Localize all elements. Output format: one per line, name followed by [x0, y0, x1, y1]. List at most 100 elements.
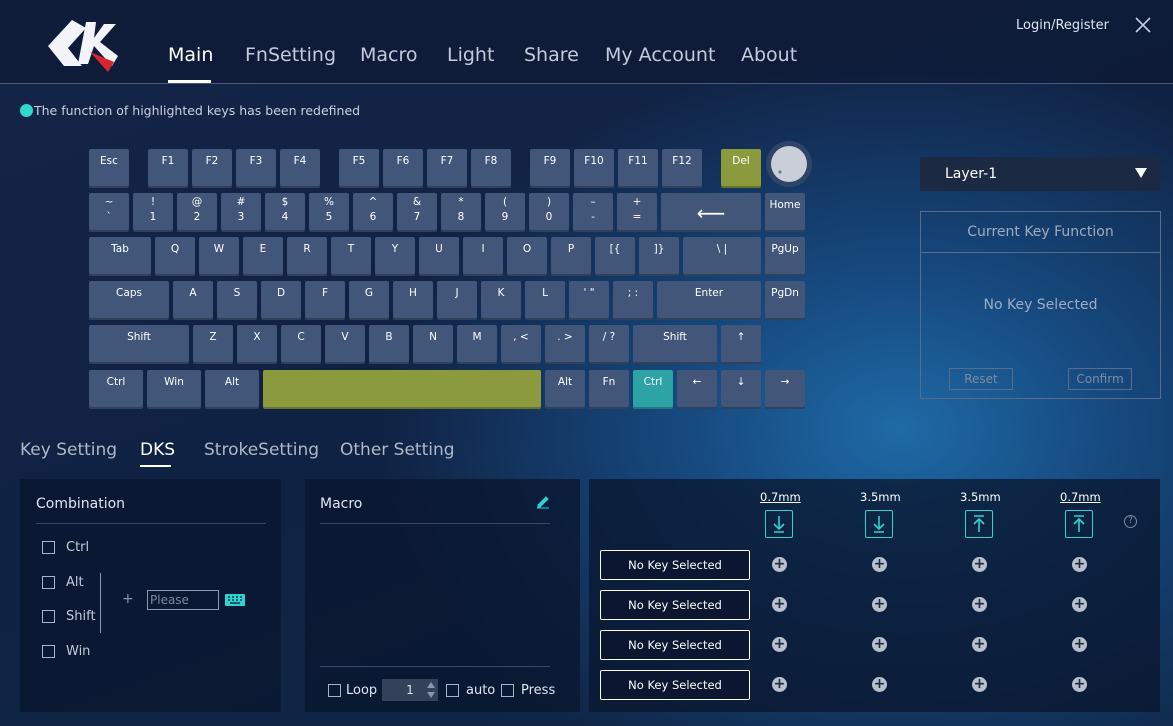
key[interactable]: F5 [339, 149, 379, 188]
key[interactable]: H [393, 281, 433, 320]
key[interactable]: $4 [265, 193, 305, 232]
key[interactable]: , < [501, 325, 541, 364]
loop-count[interactable]: 1 [382, 679, 438, 701]
key[interactable]: ← [677, 370, 717, 409]
travel-icon[interactable] [965, 510, 993, 538]
key[interactable]: & 7 [397, 193, 437, 232]
key[interactable]: E [243, 237, 283, 276]
checkbox[interactable] [42, 575, 55, 589]
key[interactable]: Ctrl [89, 370, 143, 409]
key[interactable]: → [765, 370, 805, 409]
key[interactable]: Win [147, 370, 201, 409]
add-button[interactable]: + [772, 676, 787, 692]
key[interactable]: ) 0 [529, 193, 569, 232]
key[interactable]: Q [155, 237, 195, 276]
key[interactable]: F9 [530, 149, 570, 188]
add-button[interactable]: + [1072, 676, 1087, 692]
travel-header[interactable]: 0.7mm [1060, 490, 1101, 504]
key[interactable]: F4 [280, 149, 320, 188]
key[interactable]: PgUp [765, 237, 805, 276]
key[interactable]: T [331, 237, 371, 276]
key[interactable]: F [305, 281, 345, 320]
key[interactable]: F10 [574, 149, 614, 188]
key[interactable]: Del [721, 149, 761, 188]
key[interactable]: @2 [177, 193, 217, 232]
add-button[interactable]: + [772, 596, 787, 612]
key[interactable]: PgDn [765, 281, 805, 320]
checkbox[interactable] [42, 541, 55, 554]
nav-item[interactable]: Macro [360, 44, 418, 66]
key[interactable]: K [481, 281, 521, 320]
key[interactable]: – - [573, 193, 613, 232]
keyboard-icon[interactable] [225, 594, 245, 606]
add-button[interactable]: + [872, 556, 887, 572]
tab[interactable]: Other Setting [340, 440, 455, 460]
key-slot[interactable]: No Key Selected [600, 590, 750, 620]
key[interactable]: Ctrl [633, 370, 673, 409]
key[interactable]: Z [193, 325, 233, 364]
add-button[interactable]: + [872, 596, 887, 612]
key[interactable]: F7 [427, 149, 467, 188]
tab[interactable]: Key Setting [20, 440, 118, 460]
auto-checkbox[interactable] [446, 684, 459, 697]
add-button[interactable]: + [972, 596, 987, 612]
nav-item[interactable]: Main [168, 44, 214, 66]
key[interactable]: Enter [657, 281, 761, 320]
key-input[interactable]: Please Enter [147, 590, 219, 610]
key[interactable]: I [463, 237, 503, 276]
key[interactable]: F11 [618, 149, 658, 188]
key[interactable]: ! 1 [133, 193, 173, 232]
key[interactable]: V [325, 325, 365, 364]
key[interactable]: M [457, 325, 497, 364]
close-button[interactable] [1135, 17, 1151, 33]
add-button[interactable]: + [972, 636, 987, 652]
key[interactable]: F12 [662, 149, 702, 188]
travel-icon[interactable] [865, 510, 893, 538]
key[interactable]: C [281, 325, 321, 364]
key[interactable]: R [287, 237, 327, 276]
layer-select[interactable]: Layer-1 [920, 157, 1160, 191]
key[interactable]: ' " [569, 281, 609, 320]
key-slot[interactable]: No Key Selected [600, 630, 750, 660]
nav-item[interactable]: My Account [605, 44, 716, 66]
key[interactable]: Fn [589, 370, 629, 409]
key[interactable]: G [349, 281, 389, 320]
nav-item[interactable]: Light [447, 44, 495, 66]
nav-item[interactable]: Share [524, 44, 579, 66]
key[interactable]: Esc [89, 149, 129, 188]
key[interactable]: (9 [485, 193, 525, 232]
key[interactable]: B [369, 325, 409, 364]
key[interactable]: A [173, 281, 213, 320]
login[interactable]: Login/Register [1016, 18, 1109, 33]
key-slot[interactable]: No Key Selected [600, 670, 750, 700]
nav-item[interactable]: About [741, 44, 798, 66]
key[interactable]: ⟵ [661, 193, 761, 232]
key[interactable]: Alt [205, 370, 259, 409]
key[interactable]: + = [617, 193, 657, 232]
key[interactable]: ]} [639, 237, 679, 276]
key[interactable]: F8 [471, 149, 511, 188]
add-button[interactable]: + [1072, 596, 1087, 612]
key[interactable]: \ | [683, 237, 761, 276]
travel-header[interactable]: 3.5mm [960, 490, 1001, 504]
key[interactable]: J [437, 281, 477, 320]
loop-checkbox[interactable] [328, 684, 341, 697]
add-button[interactable]: + [872, 636, 887, 652]
key[interactable]: F2 [192, 149, 232, 188]
key[interactable]: Caps [89, 281, 169, 320]
key[interactable]: [{ [595, 237, 635, 276]
checkbox[interactable] [42, 644, 55, 658]
add-button[interactable]: + [872, 676, 887, 692]
key[interactable]: % 5 [309, 193, 349, 232]
edit-icon[interactable] [536, 495, 550, 509]
key[interactable]: O [507, 237, 547, 276]
key[interactable]: W [199, 237, 239, 276]
key[interactable]: #3 [221, 193, 261, 232]
add-button[interactable]: + [772, 636, 787, 652]
key[interactable]: F6 [383, 149, 423, 188]
add-button[interactable]: + [1072, 636, 1087, 652]
add-button[interactable]: + [972, 556, 987, 572]
key[interactable]: Y [375, 237, 415, 276]
key[interactable]: ^ 6 [353, 193, 393, 232]
tab[interactable]: StrokeSetting [204, 440, 320, 460]
